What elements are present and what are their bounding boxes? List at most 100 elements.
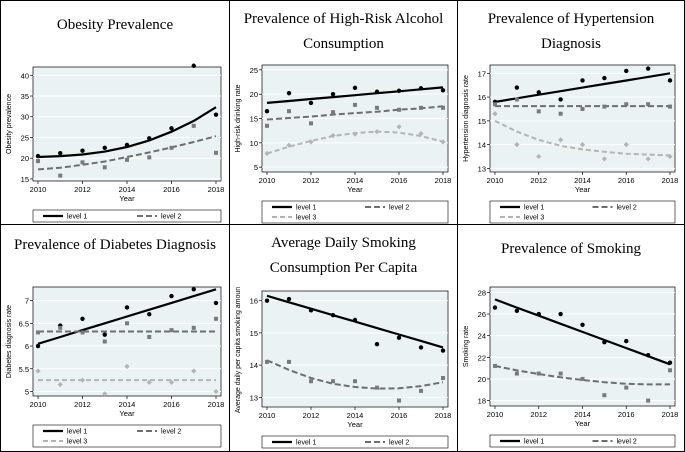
data-point bbox=[352, 317, 358, 323]
data-point bbox=[125, 321, 129, 326]
data-point bbox=[558, 371, 563, 376]
x-tick-label: 2012 bbox=[530, 176, 547, 185]
legend-box bbox=[32, 209, 222, 223]
x-tick-label: 2012 bbox=[530, 410, 547, 419]
data-point bbox=[213, 300, 219, 306]
data-point bbox=[624, 102, 629, 107]
x-tick-label: 2016 bbox=[618, 410, 635, 419]
data-point bbox=[36, 330, 40, 335]
chart-svg: 5 10 15 20 25 2010 2012 2014 2016 2018 Year High-ri… bbox=[235, 64, 451, 224]
data-point bbox=[286, 91, 292, 96]
chart-svg: 13 14 15 16 17 2010 2012 2014 2016 2018 Year Hypert… bbox=[463, 64, 678, 224]
data-point bbox=[624, 338, 629, 344]
data-point bbox=[309, 121, 313, 126]
data-point bbox=[646, 102, 651, 107]
data-point bbox=[536, 371, 541, 376]
legend-label: level 1 bbox=[67, 214, 87, 221]
y-tick-label: 5.5 bbox=[19, 365, 29, 374]
y-axis-label: High-risk drinking rate bbox=[235, 84, 242, 152]
data-point bbox=[580, 376, 585, 381]
chart-title: Average Daily Smoking Consumption Per Ca… bbox=[269, 235, 418, 276]
data-point bbox=[102, 145, 107, 151]
y-tick-label: 35 bbox=[21, 92, 29, 101]
x-tick-label: 2018 bbox=[208, 185, 225, 194]
y-tick-label: 14 bbox=[250, 361, 258, 370]
data-point bbox=[80, 330, 85, 335]
x-axis-label: Year bbox=[119, 409, 135, 418]
chart-smoking-amount: 13 14 15 16 2010 2012 2014 2016 2018 Year Average … bbox=[232, 287, 454, 449]
y-tick-label: 16 bbox=[250, 297, 258, 306]
x-tick-label: 2016 bbox=[391, 176, 408, 185]
data-point bbox=[353, 379, 357, 384]
data-point bbox=[264, 109, 270, 114]
fit-line-level-2 bbox=[266, 105, 444, 121]
data-point bbox=[440, 88, 446, 93]
data-point bbox=[667, 360, 673, 365]
panel-hypertension: Prevalence of Hypertension Diagnosis 13 1… bbox=[458, 0, 685, 225]
data-point bbox=[308, 139, 314, 145]
data-point bbox=[80, 160, 85, 165]
x-tick-label: 2012 bbox=[74, 400, 91, 409]
y-tick-label: 20 bbox=[21, 154, 29, 163]
y-tick-label: 7 bbox=[25, 297, 29, 306]
chart-hypertension: 13 14 15 16 17 2010 2012 2014 2016 2018 Year Hypert… bbox=[460, 61, 681, 224]
legend-label: level 1 bbox=[296, 205, 316, 212]
data-point bbox=[265, 123, 269, 128]
data-point bbox=[147, 334, 152, 339]
y-tick-label: 5 bbox=[25, 387, 29, 396]
data-point bbox=[124, 142, 130, 148]
data-point bbox=[624, 385, 629, 390]
x-tick-label: 2010 bbox=[30, 185, 47, 194]
data-point bbox=[418, 130, 424, 137]
x-axis-label: Year bbox=[575, 185, 591, 194]
x-axis-label: Year bbox=[119, 194, 135, 203]
data-point bbox=[330, 132, 336, 139]
data-point bbox=[514, 142, 520, 148]
legend-box bbox=[32, 424, 222, 448]
legend-label: level 3 bbox=[67, 439, 87, 446]
data-point bbox=[536, 311, 541, 317]
y-tick-label: 26 bbox=[478, 310, 486, 319]
data-point bbox=[397, 398, 401, 403]
data-point bbox=[536, 109, 541, 114]
x-tick-label: 2012 bbox=[74, 185, 91, 194]
data-point bbox=[492, 111, 498, 117]
x-tick-label: 2016 bbox=[163, 185, 180, 194]
data-point bbox=[169, 145, 174, 150]
y-axis-label: Average daily per capita smoking amount bbox=[235, 287, 242, 413]
data-point bbox=[331, 110, 335, 115]
x-tick-label: 2014 bbox=[119, 400, 136, 409]
data-point bbox=[264, 150, 270, 157]
data-point bbox=[623, 142, 629, 148]
data-point bbox=[419, 388, 423, 393]
data-point bbox=[580, 322, 585, 328]
data-point bbox=[287, 359, 291, 364]
data-point bbox=[35, 343, 41, 349]
y-tick-label: 6.5 bbox=[19, 319, 29, 328]
x-tick-label: 2010 bbox=[487, 176, 504, 185]
x-tick-label: 2014 bbox=[347, 176, 364, 185]
legend-label: level 1 bbox=[524, 439, 544, 446]
plot-area bbox=[489, 286, 676, 407]
x-tick-label: 2010 bbox=[259, 176, 276, 185]
y-tick-label: 15 bbox=[250, 115, 258, 124]
y-tick-label: 15 bbox=[21, 175, 29, 184]
legend-box bbox=[489, 434, 676, 448]
chart-diabetes: 5 5.5 6 6.5 7 2010 2012 2014 2016 2018 Year Diabete… bbox=[3, 283, 227, 448]
data-point bbox=[493, 102, 497, 107]
data-point bbox=[536, 153, 542, 160]
legend-box bbox=[261, 200, 449, 224]
data-point bbox=[353, 102, 357, 107]
legend-label: level 2 bbox=[389, 205, 409, 212]
data-point bbox=[374, 129, 380, 135]
y-tick-label: 22 bbox=[478, 353, 486, 362]
x-tick-label: 2018 bbox=[208, 400, 225, 409]
data-point bbox=[396, 88, 402, 93]
x-tick-label: 2018 bbox=[662, 410, 679, 419]
data-point bbox=[352, 131, 358, 137]
plot-area bbox=[32, 286, 222, 397]
y-tick-label: 25 bbox=[21, 133, 29, 142]
x-tick-label: 2014 bbox=[347, 411, 364, 420]
chart-svg: 15 20 25 30 35 40 2010 2012 2014 2016 2018 Year Obes… bbox=[6, 63, 225, 223]
data-point bbox=[375, 105, 379, 110]
